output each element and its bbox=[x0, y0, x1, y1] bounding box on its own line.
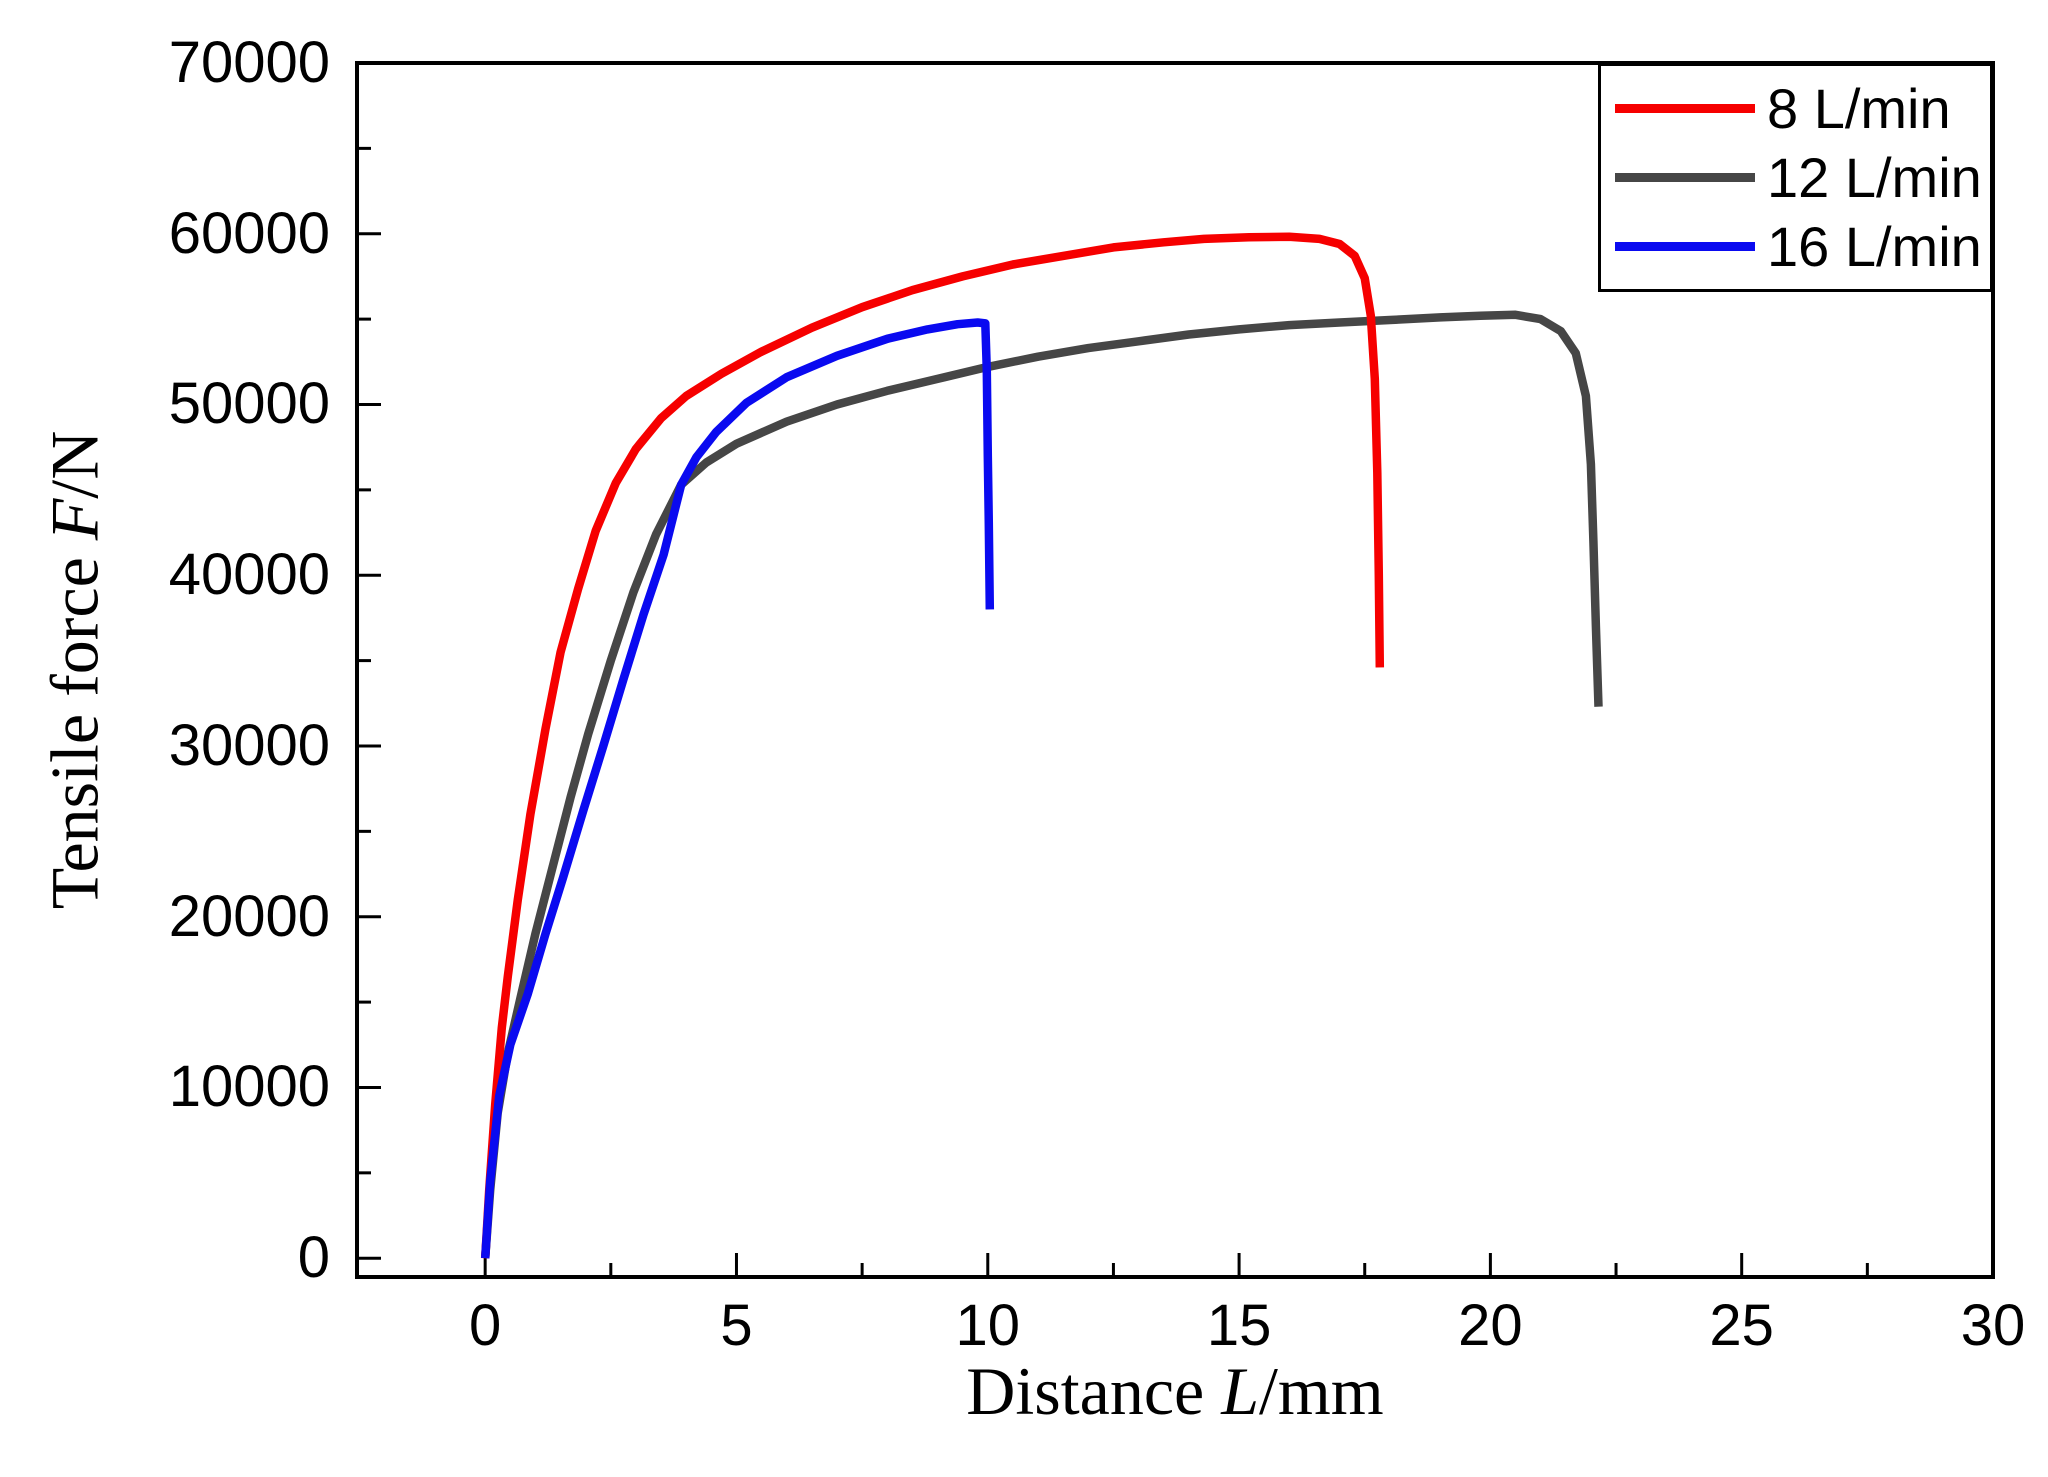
series-line-16-l-min bbox=[480, 318, 995, 1259]
y-tick-label: 0 bbox=[297, 1225, 330, 1291]
y-tick-label: 30000 bbox=[168, 712, 330, 778]
legend-line-swatch bbox=[1615, 104, 1755, 113]
y-axis-title-symbol: F bbox=[36, 498, 113, 541]
y-tick-label: 70000 bbox=[168, 30, 330, 95]
y-tick-label: 40000 bbox=[168, 542, 330, 608]
y-axis-title-unit: /N bbox=[36, 430, 113, 499]
y-tick-label: 10000 bbox=[168, 1054, 330, 1120]
plot-border bbox=[355, 61, 1995, 1279]
legend-item-label: 8 L/min bbox=[1767, 76, 1951, 140]
x-axis-title: Distance L/mm bbox=[775, 1352, 1575, 1431]
x-tick-label: 10 bbox=[955, 1293, 1021, 1358]
legend-item: 12 L/min bbox=[1601, 145, 1990, 209]
x-tick-label: 0 bbox=[469, 1293, 502, 1358]
legend-item: 8 L/min bbox=[1601, 76, 1990, 140]
x-tick-label: 15 bbox=[1206, 1293, 1272, 1358]
legend-item-label: 12 L/min bbox=[1767, 145, 1982, 209]
series-line-8-l-min bbox=[480, 232, 1385, 1259]
x-tick-label: 25 bbox=[1709, 1293, 1774, 1358]
legend-item: 16 L/min bbox=[1601, 214, 1990, 278]
x-tick-label: 30 bbox=[1960, 1293, 2026, 1358]
x-axis-title-text: Distance bbox=[966, 1353, 1222, 1429]
y-tick-label: 20000 bbox=[168, 883, 330, 949]
x-tick-label: 5 bbox=[720, 1293, 753, 1358]
legend: 8 L/min 12 L/min 16 L/min bbox=[1598, 63, 1993, 292]
x-axis-title-symbol: L bbox=[1221, 1353, 1260, 1429]
y-axis-title-text: Tensile force bbox=[36, 540, 113, 910]
legend-line-swatch bbox=[1615, 173, 1755, 182]
x-tick-label: 20 bbox=[1458, 1293, 1523, 1358]
series-line-12-l-min bbox=[480, 310, 1603, 1259]
legend-line-swatch bbox=[1615, 242, 1755, 251]
y-tick-label: 60000 bbox=[168, 200, 330, 266]
legend-item-label: 16 L/min bbox=[1767, 214, 1982, 278]
y-axis-title: Tensile force F/N bbox=[36, 431, 115, 910]
x-axis-title-unit: /mm bbox=[1259, 1353, 1384, 1429]
y-tick-label: 50000 bbox=[168, 371, 330, 437]
